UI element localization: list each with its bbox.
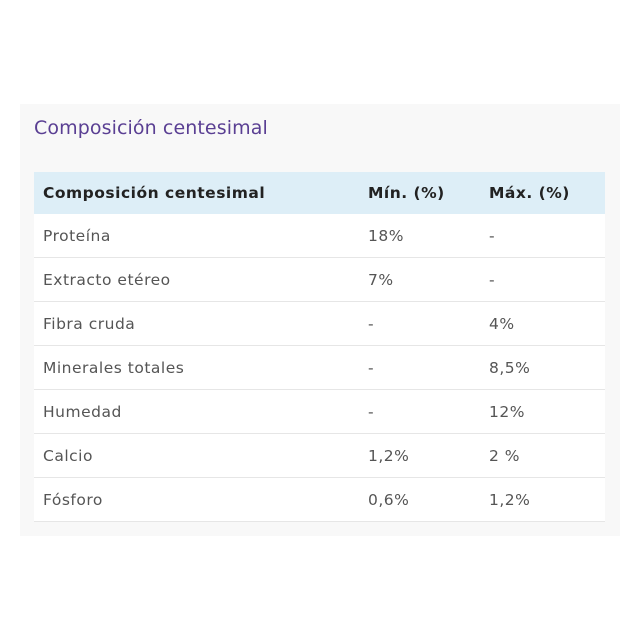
row-max: - [480,257,605,302]
row-max: 12% [480,389,605,434]
row-min: - [359,345,480,390]
row-min: 0,6% [359,477,480,522]
row-max: 4% [480,301,605,346]
table-row: Proteína 18% - [34,214,605,258]
row-nutrient: Proteína [34,214,359,258]
row-nutrient: Calcio [34,433,359,478]
row-nutrient: Extracto etéreo [34,257,359,302]
table-header-row: Composición centesimal Mín. (%) Máx. (%) [34,172,605,214]
table-row: Minerales totales - 8,5% [34,345,605,390]
row-max: 2 % [480,433,605,478]
row-nutrient: Humedad [34,389,359,434]
composition-table: Composición centesimal Mín. (%) Máx. (%)… [34,172,605,522]
row-min: - [359,389,480,434]
row-min: 7% [359,257,480,302]
row-min: 18% [359,214,480,258]
section-title: Composición centesimal [34,117,268,139]
row-max: 8,5% [480,345,605,390]
table-row: Fósforo 0,6% 1,2% [34,477,605,522]
header-min: Mín. (%) [359,172,480,214]
row-max: 1,2% [480,477,605,522]
table-row: Humedad - 12% [34,389,605,434]
row-nutrient: Fósforo [34,477,359,522]
row-nutrient: Fibra cruda [34,301,359,346]
row-min: - [359,301,480,346]
header-composition: Composición centesimal [34,172,359,214]
table-row: Extracto etéreo 7% - [34,257,605,302]
row-max: - [480,214,605,258]
table-row: Fibra cruda - 4% [34,301,605,346]
row-min: 1,2% [359,433,480,478]
table-row: Calcio 1,2% 2 % [34,433,605,478]
header-max: Máx. (%) [480,172,605,214]
row-nutrient: Minerales totales [34,345,359,390]
